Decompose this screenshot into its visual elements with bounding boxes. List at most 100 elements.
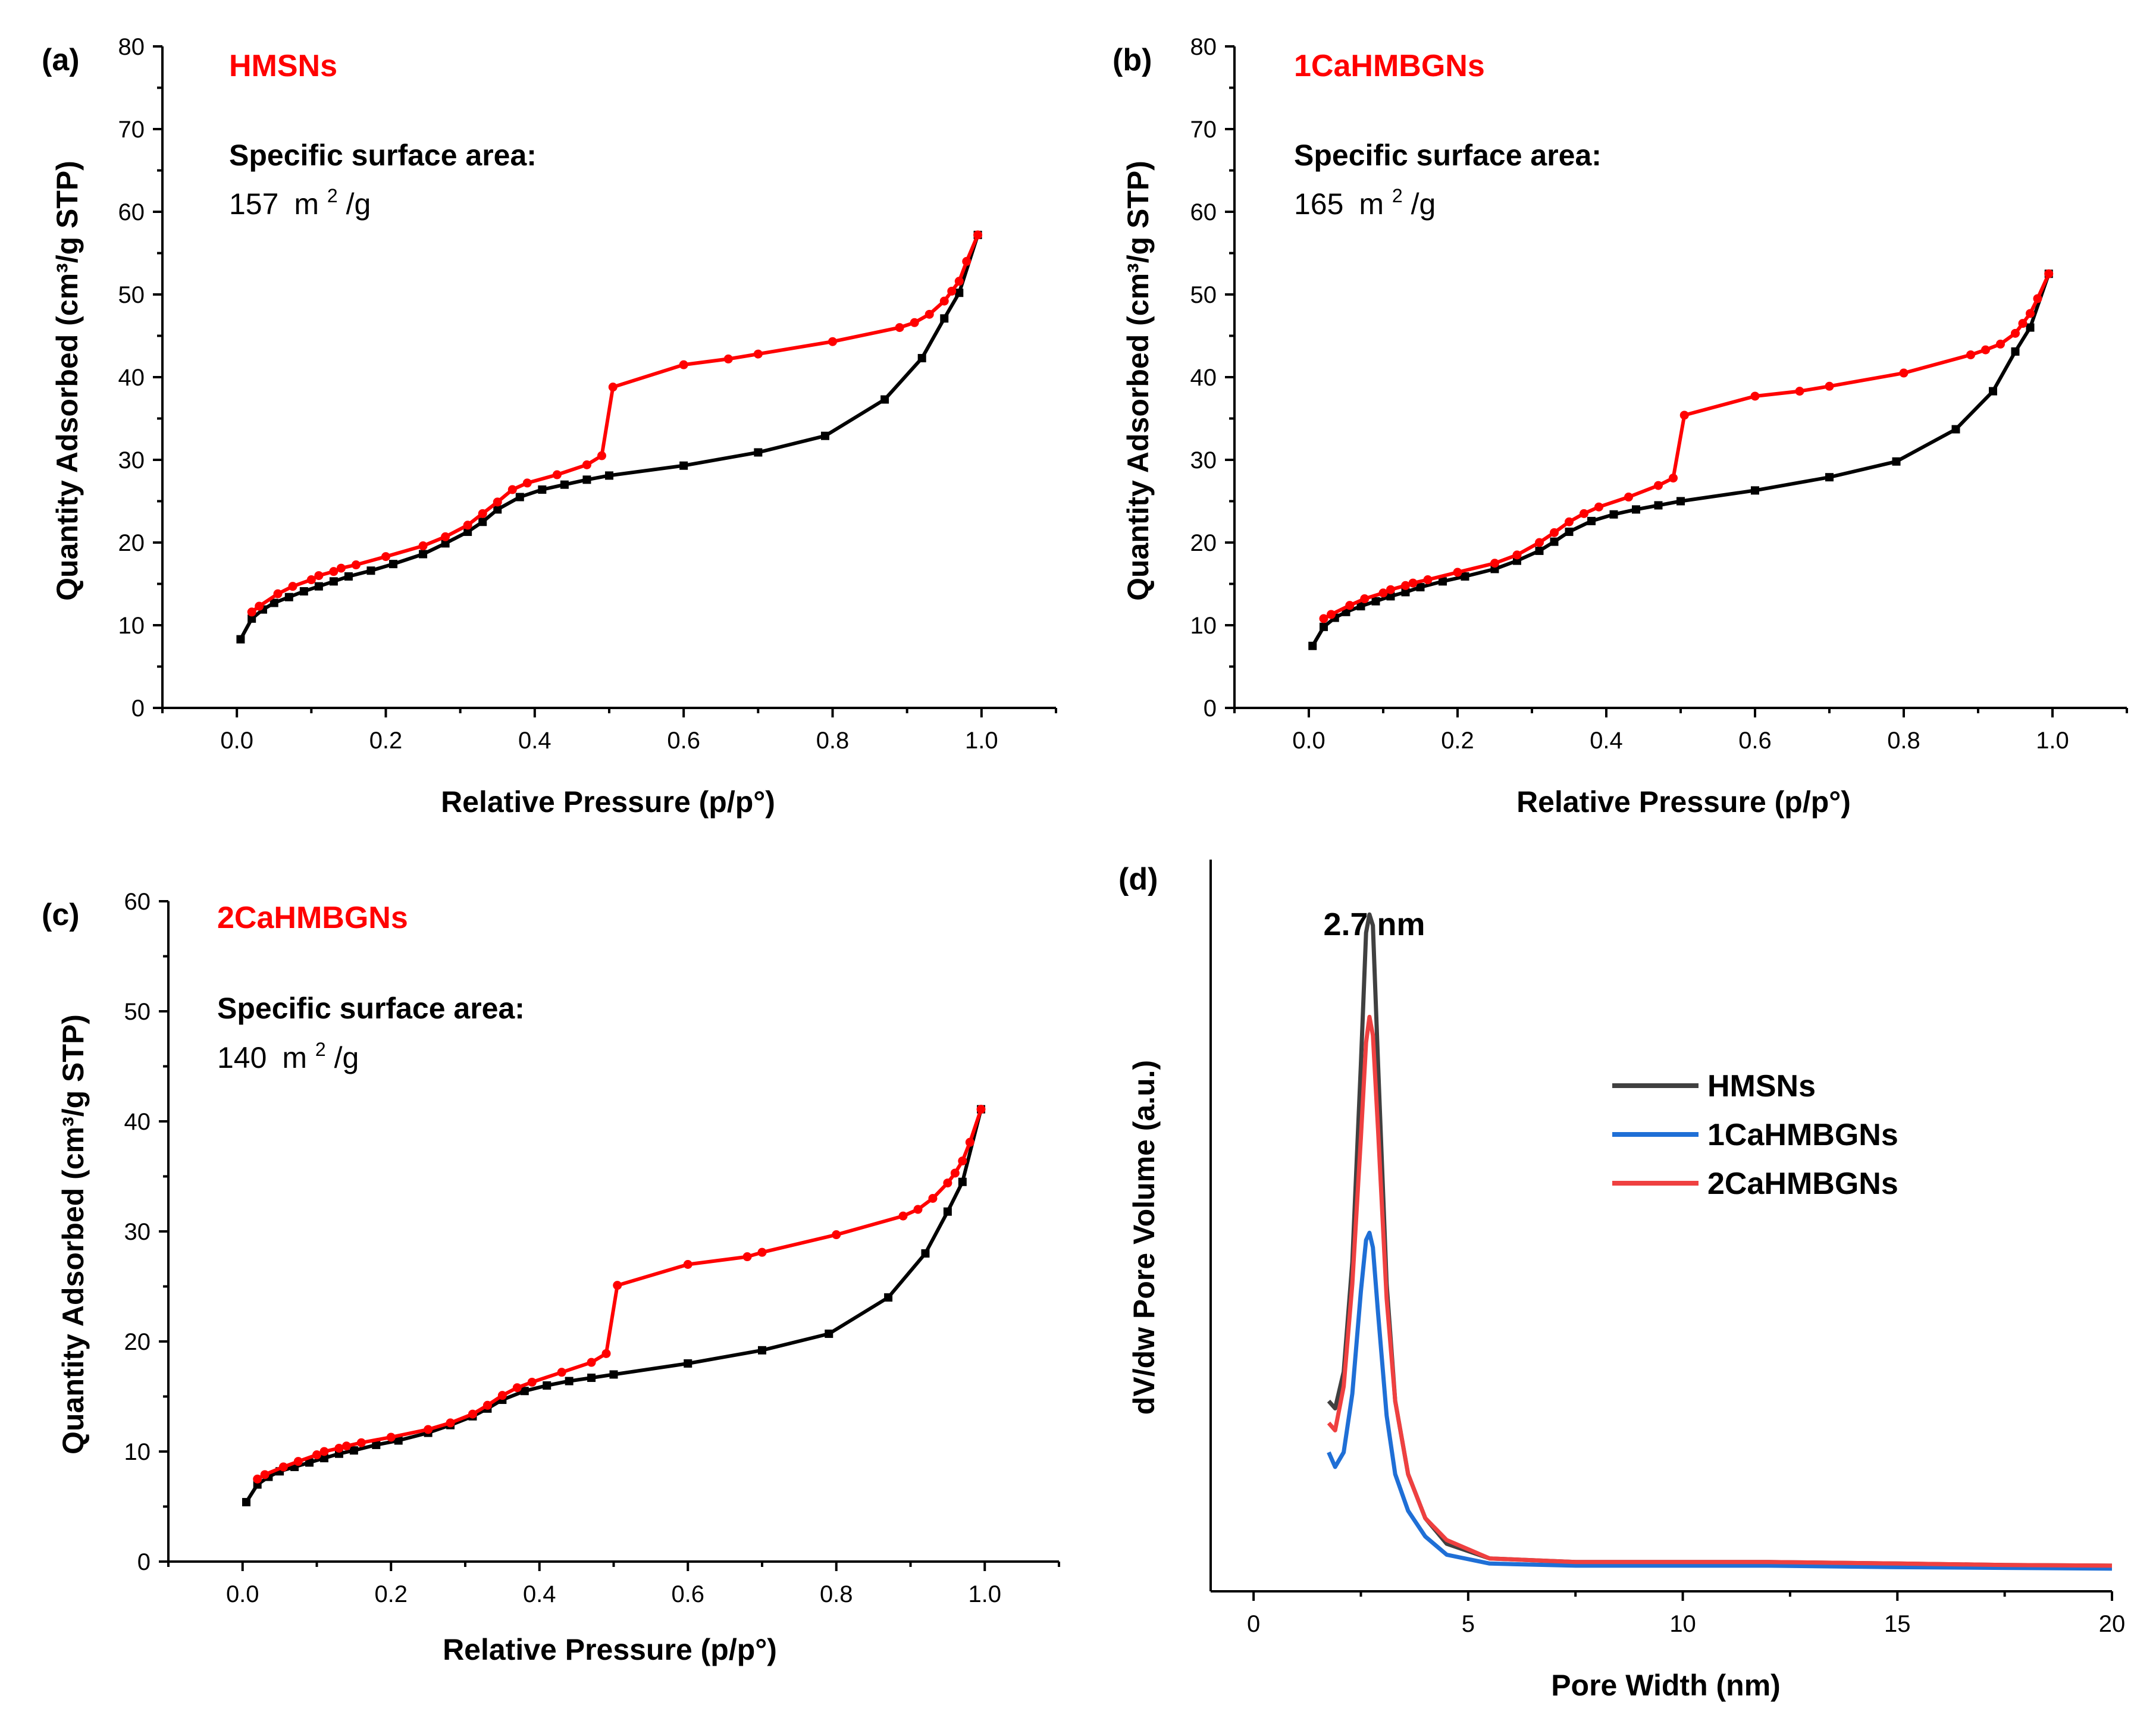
data-point-adsorption xyxy=(587,1374,596,1383)
series-line-1cahmbgns xyxy=(1327,1230,2113,1571)
data-point-desorption xyxy=(247,607,256,617)
data-point-desorption xyxy=(306,575,316,585)
x-tick-label: 0.2 xyxy=(1441,728,1474,754)
data-point-adsorption xyxy=(344,572,353,581)
data-point-desorption xyxy=(1795,387,1804,396)
data-point-desorption xyxy=(928,1194,938,1203)
data-point-desorption xyxy=(2044,269,2054,278)
data-point-adsorption xyxy=(1308,641,1317,650)
y-tick-label: 40 xyxy=(124,1109,151,1135)
data-point-desorption xyxy=(260,1470,270,1479)
data-point-adsorption xyxy=(1550,537,1559,546)
data-point-adsorption xyxy=(917,354,926,363)
data-point-desorption xyxy=(1319,614,1328,623)
data-point-desorption xyxy=(334,1443,344,1453)
y-tick-label: 0 xyxy=(1204,695,1217,722)
data-point-adsorption xyxy=(1989,387,1997,396)
data-point-adsorption xyxy=(758,1346,766,1355)
data-point-adsorption xyxy=(1320,622,1328,631)
data-point-desorption xyxy=(1423,575,1433,585)
y-tick-label: 80 xyxy=(1190,34,1217,60)
y-tick-label: 70 xyxy=(1190,117,1217,143)
y-tick-label: 30 xyxy=(124,1219,151,1245)
y-tick-label: 60 xyxy=(118,199,145,225)
panel-label-d: (d) xyxy=(1118,862,1158,896)
x-tick-label: 0.8 xyxy=(820,1581,853,1607)
panel-a: (a) HMSNs Specific surface area: 157 m 2… xyxy=(42,34,1057,819)
data-point-adsorption xyxy=(884,1293,893,1302)
data-point-desorption xyxy=(446,1418,455,1428)
data-point-desorption xyxy=(1401,581,1410,590)
ssa-sup-b: 2 xyxy=(1392,185,1403,206)
axes-c: 0.0 0.2 0.4 0.6 0.8 1.0 0 10 20 30 40 50 60 xyxy=(124,889,1060,1607)
data-point-desorption xyxy=(2026,309,2035,318)
data-point-desorption xyxy=(943,1178,952,1188)
data-point-desorption xyxy=(947,286,957,296)
data-point-desorption xyxy=(1550,528,1559,537)
x-tick-label: 0.6 xyxy=(1738,728,1772,754)
data-point-desorption xyxy=(1565,517,1574,526)
panel-d: (d) 2.7 nm 0 5 10 15 20 HMSNs1CaHMBGNs2CaHMB… xyxy=(1118,860,2125,1702)
data-point-desorption xyxy=(273,589,283,598)
data-point-adsorption xyxy=(284,593,293,601)
data-point-desorption xyxy=(1981,345,1990,355)
panel-label-a: (a) xyxy=(42,43,80,77)
data-point-desorption xyxy=(482,1400,492,1410)
data-point-desorption xyxy=(386,1432,396,1442)
data-point-desorption xyxy=(976,1105,986,1114)
x-tick-label: 0.8 xyxy=(816,728,850,754)
sample-name-b: 1CaHMBGNs xyxy=(1294,49,1485,83)
data-point-desorption xyxy=(742,1252,752,1262)
data-point-desorption xyxy=(341,1441,351,1451)
data-point-desorption xyxy=(1453,568,1462,577)
data-point-adsorption xyxy=(820,431,829,440)
data-point-adsorption xyxy=(299,587,308,596)
data-point-desorption xyxy=(1360,594,1370,604)
data-point-adsorption xyxy=(520,1387,529,1396)
data-point-adsorption xyxy=(880,395,889,404)
y-tick-label: 10 xyxy=(124,1439,151,1465)
x-tick-label: 0.0 xyxy=(220,728,253,754)
data-point-desorption xyxy=(925,309,934,319)
data-point-desorption xyxy=(1580,509,1588,518)
y-axis-title-b: Quantity Adsorbed (cm³/g STP) xyxy=(1121,161,1155,601)
data-point-adsorption xyxy=(943,1207,952,1216)
data-point-adsorption xyxy=(236,635,245,644)
data-point-adsorption xyxy=(538,485,547,494)
data-point-adsorption xyxy=(2011,347,2020,356)
data-point-desorption xyxy=(288,582,297,591)
x-axis-title-b: Relative Pressure (p/p°) xyxy=(1516,785,1851,819)
data-point-desorption xyxy=(582,460,591,469)
x-tick-label: 0.2 xyxy=(369,728,403,754)
data-point-desorption xyxy=(527,1377,537,1387)
data-point-desorption xyxy=(497,1391,507,1400)
data-point-desorption xyxy=(463,521,472,530)
data-point-adsorption xyxy=(565,1377,574,1385)
y-tick-label: 50 xyxy=(1190,282,1217,308)
data-point-adsorption xyxy=(247,614,256,623)
data-point-desorption xyxy=(468,1409,477,1419)
data-point-adsorption xyxy=(1535,546,1544,555)
y-tick-label: 20 xyxy=(124,1329,151,1355)
data-point-adsorption xyxy=(493,505,502,514)
data-point-desorption xyxy=(1535,538,1544,547)
legend-label-1cahmbgns: 1CaHMBGNs xyxy=(1707,1118,1898,1152)
ssa-sup-a: 2 xyxy=(327,185,338,206)
series-line-desorption xyxy=(256,1108,983,1481)
y-tick-label: 60 xyxy=(1190,199,1217,225)
data-point-adsorption xyxy=(679,461,688,470)
data-point-desorption xyxy=(1327,610,1336,619)
data-point-adsorption xyxy=(1609,510,1618,519)
data-point-adsorption xyxy=(349,1446,358,1455)
data-point-adsorption xyxy=(515,493,524,501)
data-point-desorption xyxy=(958,1156,967,1166)
data-point-desorption xyxy=(507,485,517,494)
x-tick-label: 0 xyxy=(1247,1611,1260,1637)
plot-a xyxy=(236,230,983,644)
data-point-desorption xyxy=(939,296,949,306)
ssa-value-c: 140 m 2 /g xyxy=(217,1029,359,1074)
data-point-desorption xyxy=(424,1425,433,1434)
data-point-adsorption xyxy=(372,1440,381,1449)
data-point-desorption xyxy=(418,541,428,551)
series-line-desorption xyxy=(250,234,980,614)
